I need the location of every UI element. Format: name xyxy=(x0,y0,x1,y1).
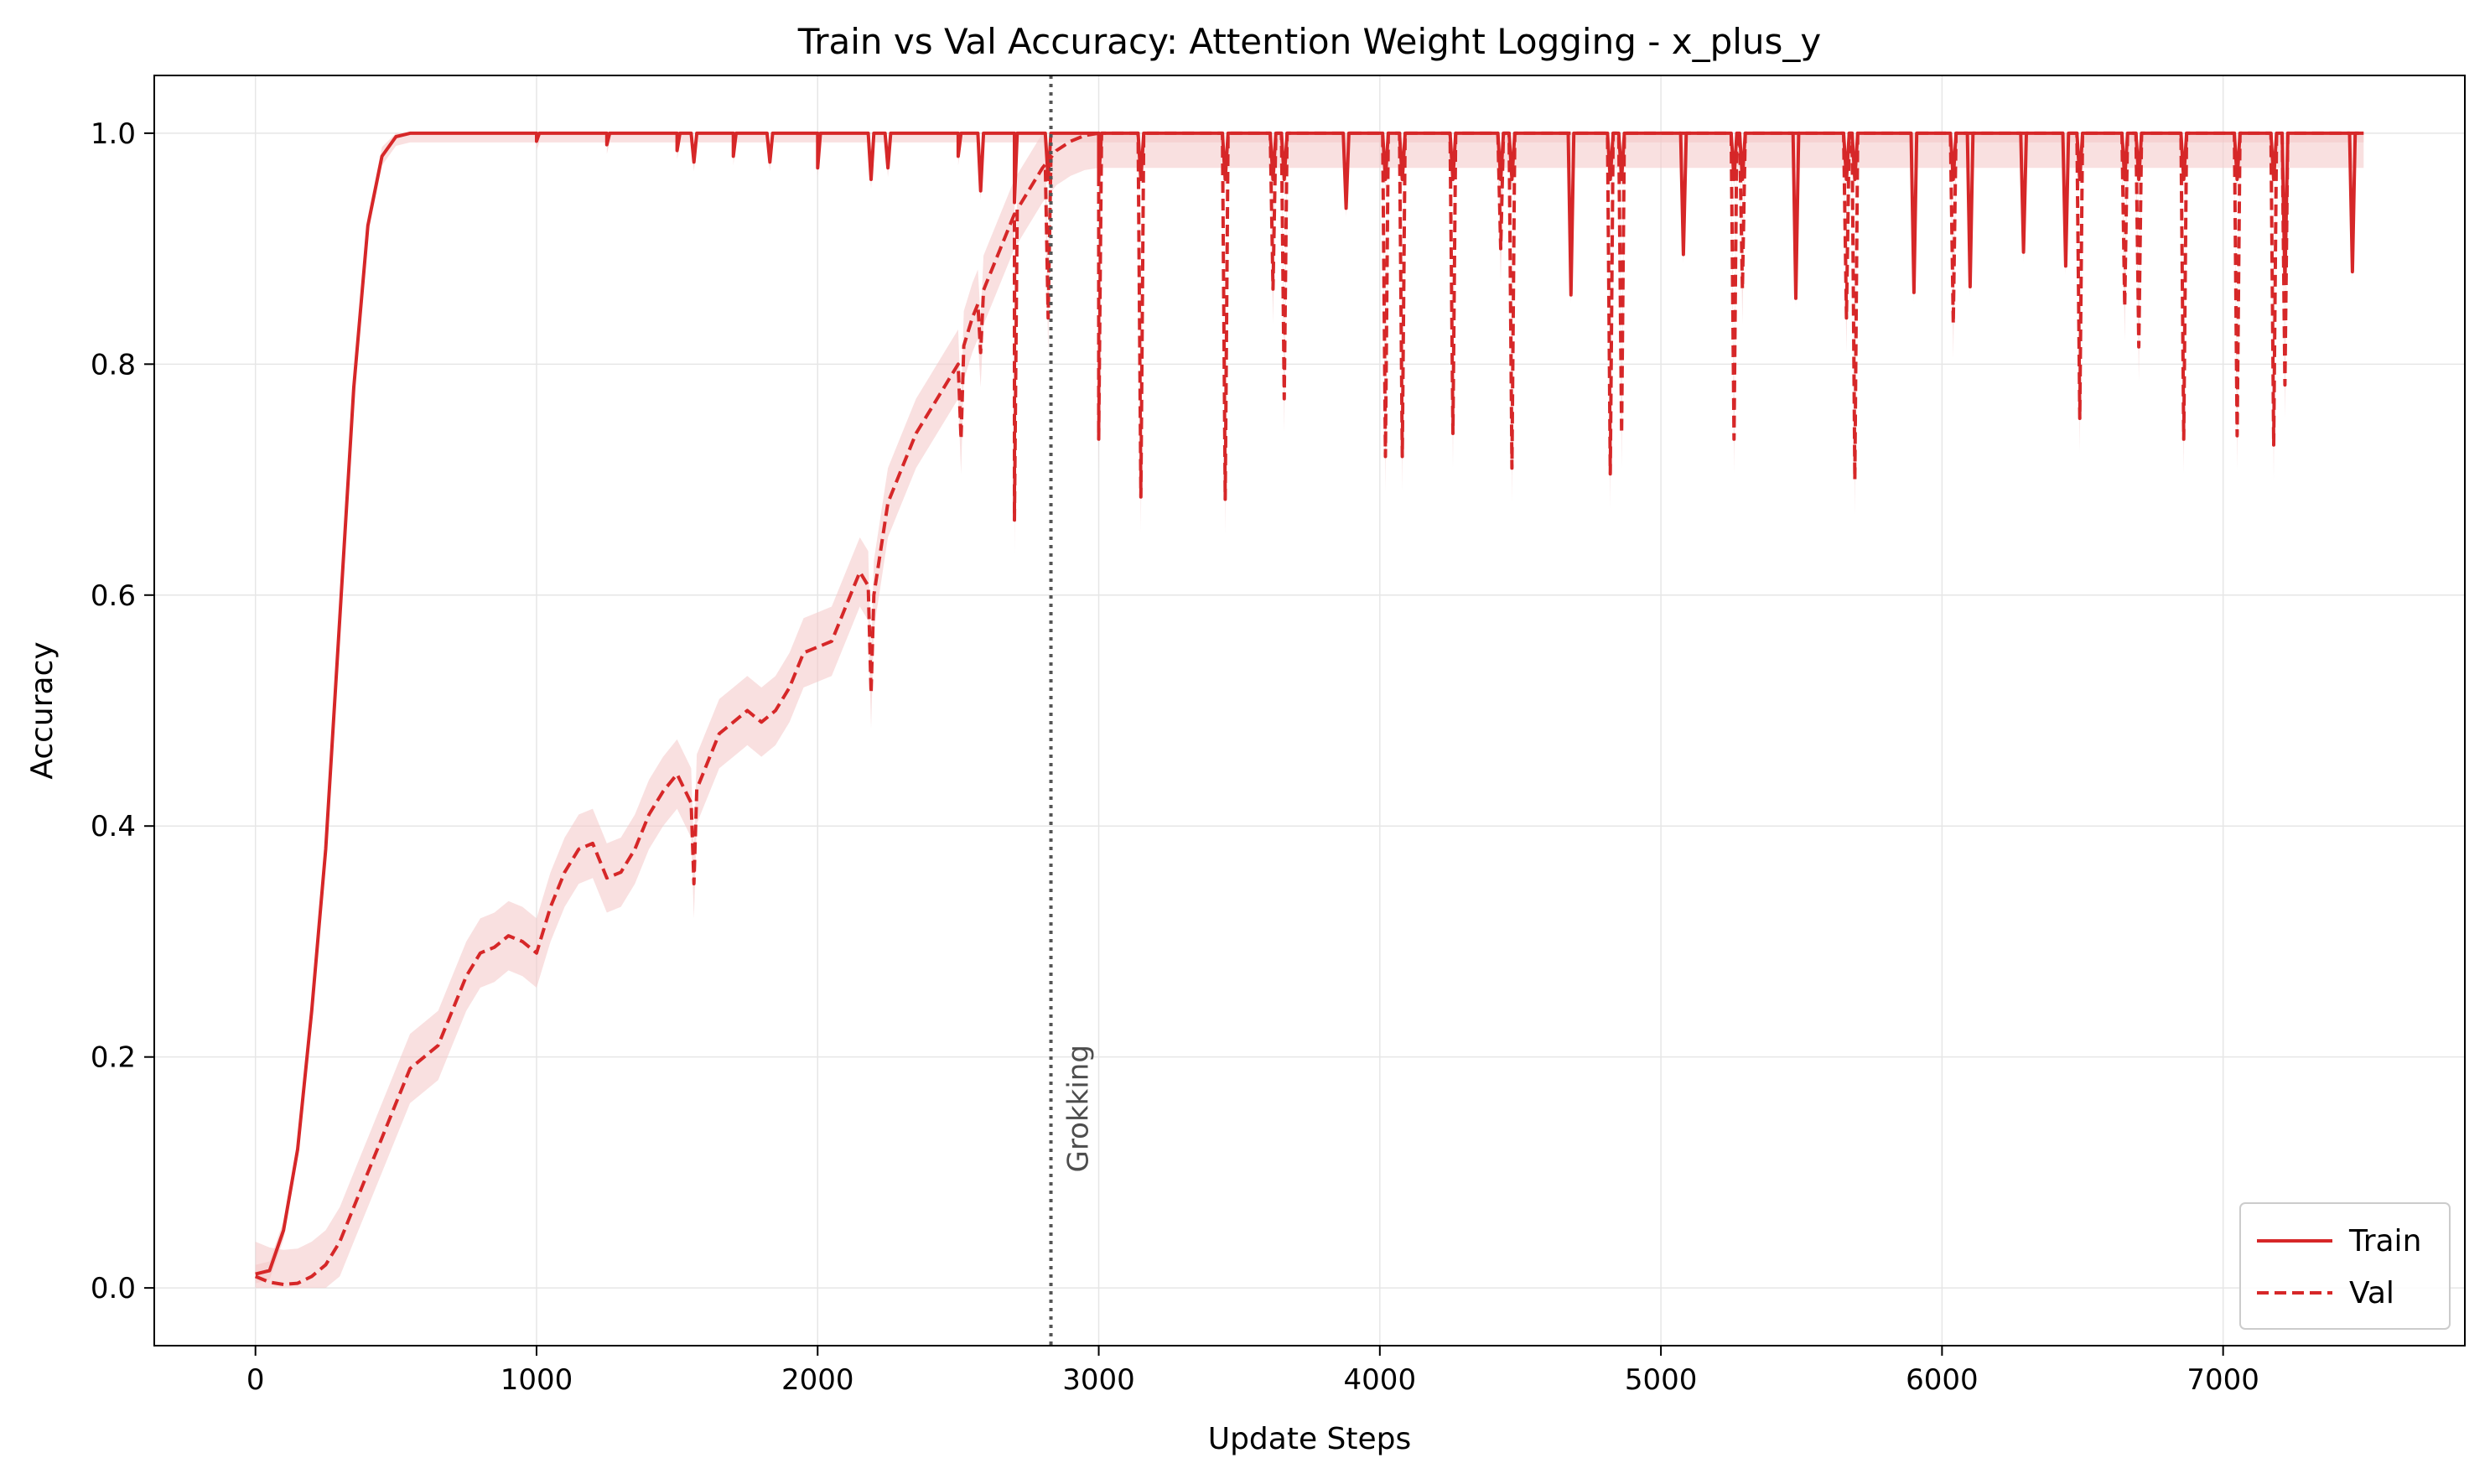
x-tick-label: 0 xyxy=(246,1363,265,1397)
x-tick-label: 5000 xyxy=(1625,1363,1698,1397)
annotation-layer: Grokking xyxy=(1049,75,1096,1346)
legend-label-val: Val xyxy=(2349,1276,2394,1310)
series-line-train xyxy=(255,131,2364,1276)
x-tick-label: 1000 xyxy=(501,1363,573,1397)
grokking-label: Grokking xyxy=(1062,1045,1096,1172)
y-tick-label: 0.8 xyxy=(91,348,136,381)
band-train xyxy=(255,132,2364,1284)
y-tick-label: 0.6 xyxy=(91,579,136,613)
legend-label-train: Train xyxy=(2348,1224,2421,1258)
x-axis-label: Update Steps xyxy=(1208,1422,1412,1456)
series-layer xyxy=(254,131,2364,1286)
series-line-val xyxy=(254,131,2364,1286)
band-val xyxy=(255,132,2364,1289)
variance-band-layer xyxy=(255,132,2364,1289)
x-tick-label: 6000 xyxy=(1906,1363,1979,1397)
y-axis-label: Accuracy xyxy=(25,641,60,779)
x-tick-label: 3000 xyxy=(1062,1363,1135,1397)
plot-frame xyxy=(153,75,2466,1346)
y-tick-label: 0.4 xyxy=(91,810,136,843)
y-tick-label: 1.0 xyxy=(91,117,136,151)
x-tick-label: 2000 xyxy=(781,1363,854,1397)
grid-layer xyxy=(154,75,2465,1346)
tick-layer: 0 1000 2000 3000 4000 5000 6000 7000 0.0 0.2 0.4 0.… xyxy=(91,117,2259,1397)
x-tick-label: 7000 xyxy=(2187,1363,2259,1397)
legend: Train Val xyxy=(2239,1202,2451,1330)
chart-title: Train vs Val Accuracy: Attention Weight … xyxy=(797,21,1822,62)
y-tick-label: 0.2 xyxy=(91,1041,136,1075)
x-tick-label: 4000 xyxy=(1344,1363,1417,1397)
legend-box xyxy=(2239,1202,2451,1330)
y-tick-label: 0.0 xyxy=(91,1272,136,1305)
